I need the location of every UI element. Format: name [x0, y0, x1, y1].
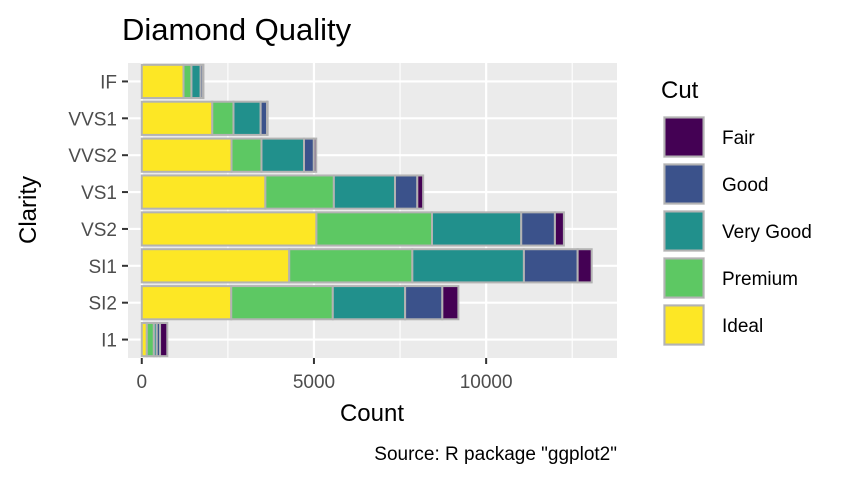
- bar-vs1-fair: [416, 174, 425, 210]
- bar-si1-very-good: [411, 248, 525, 284]
- bar-vvs2-premium: [230, 137, 263, 173]
- y-axis: I1 SI2 SI1 VS2 VS1 VVS2 VVS1 IF: [68, 72, 128, 352]
- bar-if-very-good: [190, 63, 202, 100]
- bar-vvs1-ideal: [140, 100, 214, 136]
- x-tick-label: 10000: [460, 372, 513, 393]
- bar-si2-ideal: [140, 285, 233, 321]
- legend-label-fair: Fair: [722, 128, 755, 149]
- bar-vvs2-ideal: [140, 137, 233, 173]
- y-tick-label: VS2: [81, 220, 117, 241]
- x-axis: 0 5000 10000: [136, 358, 513, 393]
- x-tick-label: 0: [136, 372, 147, 393]
- bar-vvs2-very-good: [260, 137, 306, 173]
- bar-vs1-good: [393, 174, 419, 210]
- bar-vvs1-fair: [266, 100, 269, 136]
- legend-label-ideal: Ideal: [722, 316, 763, 337]
- y-tick-label: IF: [100, 72, 117, 93]
- legend: Fair Good Very Good Premium Ideal: [663, 116, 812, 346]
- legend-label-good: Good: [722, 175, 768, 196]
- y-tick-label: VVS1: [68, 109, 117, 130]
- bar-vvs1-very-good: [232, 100, 262, 136]
- bar-vs2-premium: [315, 211, 434, 247]
- bar-vs2-fair: [553, 211, 565, 247]
- bar-si1-good: [522, 248, 579, 284]
- y-axis-label: Clarity: [15, 176, 42, 244]
- legend-swatch-fair: [663, 116, 705, 158]
- y-tick-label: VVS2: [68, 146, 117, 167]
- legend-swatch-very-good: [663, 210, 705, 252]
- legend-swatch-premium: [663, 257, 705, 299]
- bars: [140, 63, 593, 358]
- x-axis-label: Count: [340, 400, 404, 427]
- bar-si2-fair: [441, 285, 460, 321]
- bar-si1-premium: [288, 248, 414, 284]
- y-tick-label: SI1: [88, 257, 117, 278]
- bar-si2-good: [404, 285, 444, 321]
- bar-vs1-ideal: [140, 174, 267, 210]
- bar-i1-premium: [145, 321, 155, 358]
- legend-swatch-ideal: [663, 304, 705, 346]
- legend-title: Cut: [661, 77, 699, 104]
- bar-i1-fair: [159, 321, 169, 358]
- bar-vvs2-good: [303, 137, 315, 173]
- bar-vs1-premium: [264, 174, 335, 210]
- bar-si2-very-good: [331, 285, 407, 321]
- y-tick-label: VS1: [81, 183, 117, 204]
- bar-vs2-very-good: [431, 211, 523, 247]
- y-tick-label: SI2: [88, 294, 117, 315]
- y-tick-label: I1: [101, 331, 117, 352]
- bar-si2-premium: [230, 285, 334, 321]
- legend-label-very-good: Very Good: [722, 222, 812, 243]
- bar-si1-ideal: [140, 248, 291, 284]
- bar-if-ideal: [140, 63, 185, 100]
- bar-vs2-good: [520, 211, 556, 247]
- bar-vvs1-premium: [211, 100, 235, 136]
- source-caption: Source: R package "ggplot2": [374, 444, 617, 465]
- legend-label-premium: Premium: [722, 269, 798, 290]
- chart-title: Diamond Quality: [122, 12, 352, 47]
- bar-vvs2-fair: [312, 137, 318, 173]
- bar-si1-fair: [576, 248, 593, 284]
- bar-vs2-ideal: [140, 211, 318, 247]
- legend-swatch-good: [663, 163, 705, 205]
- bar-if-premium: [182, 63, 193, 100]
- x-tick-label: 5000: [293, 372, 335, 393]
- bar-vs1-very-good: [332, 174, 396, 210]
